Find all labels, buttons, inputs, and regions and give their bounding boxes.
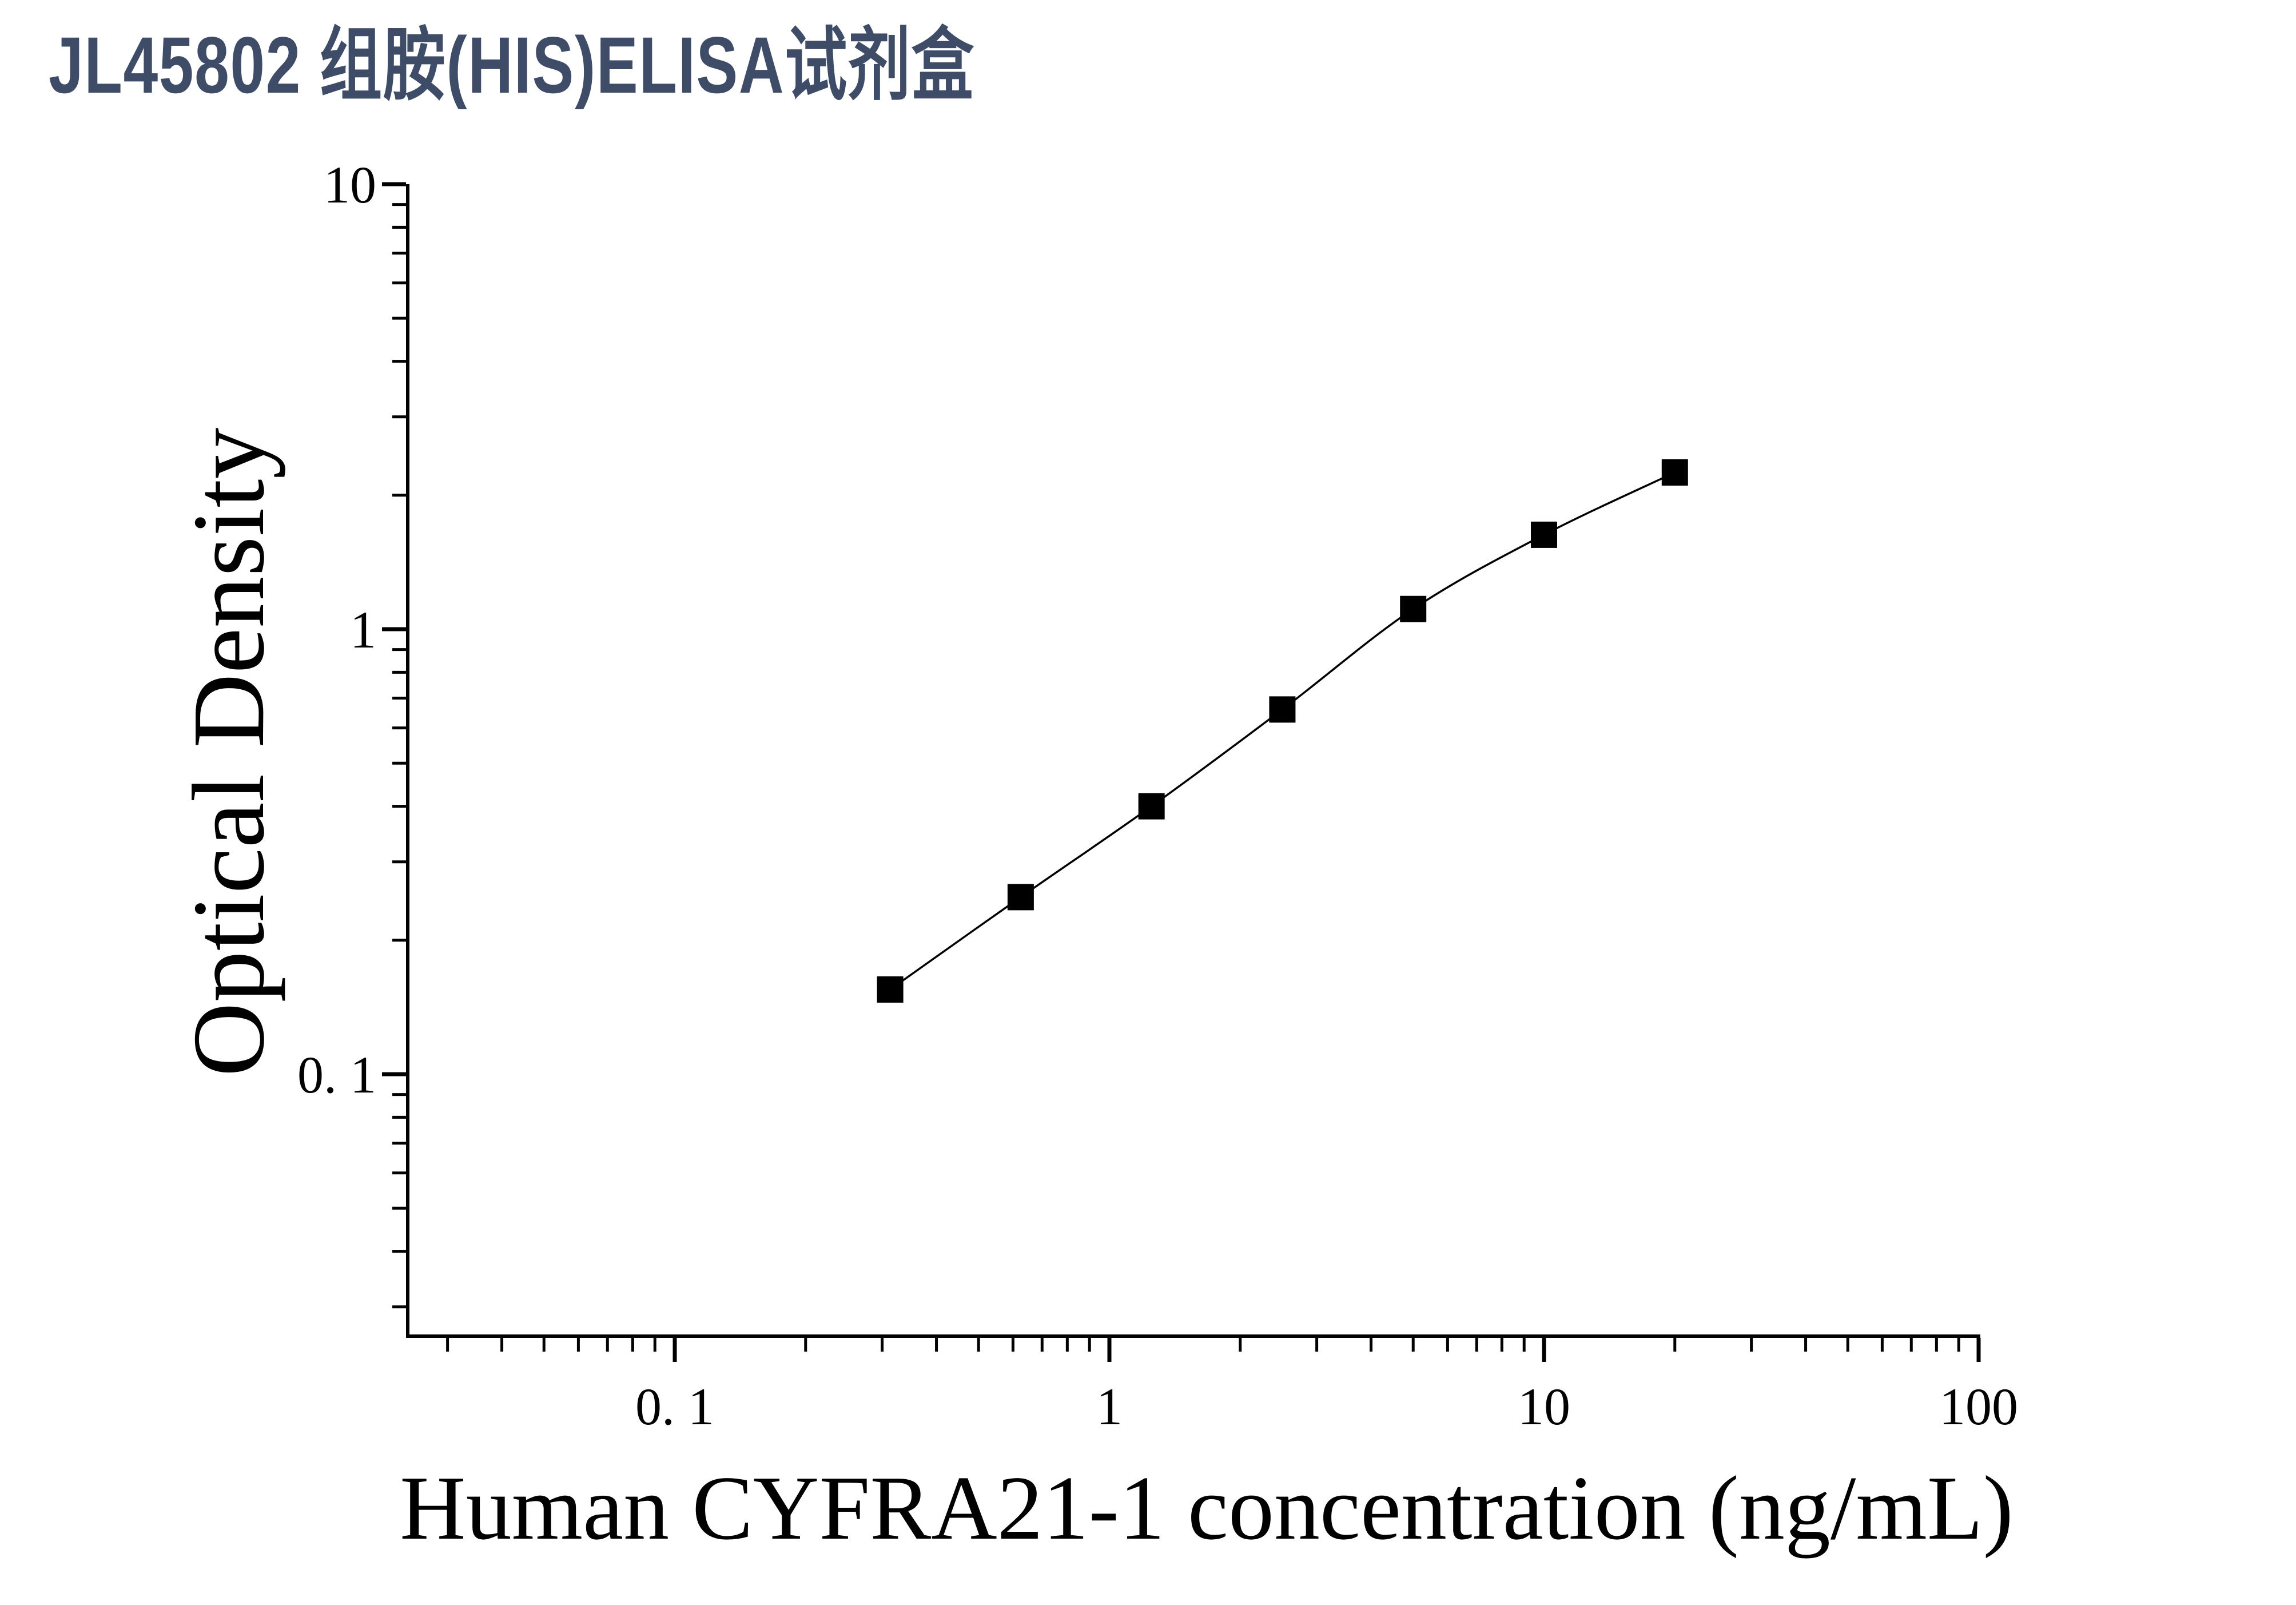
axis-ticks	[382, 182, 1981, 1362]
data-point-marker	[1138, 793, 1165, 820]
x-tick-label: 0. 1	[635, 1377, 714, 1436]
x-tick-label: 10	[1518, 1377, 1570, 1436]
data-point-marker	[1400, 595, 1427, 622]
standard-curve-line	[889, 471, 1676, 991]
data-point-marker	[1269, 696, 1296, 723]
y-tick-label: 1	[350, 601, 376, 659]
data-point-marker	[1531, 521, 1557, 548]
y-tick-label: 0. 1	[297, 1046, 376, 1104]
data-point-markers	[877, 459, 1688, 1003]
x-tick-label: 100	[1939, 1377, 2018, 1436]
x-tick-label: 1	[1096, 1377, 1123, 1436]
data-point-marker	[1007, 884, 1034, 911]
data-point-marker	[877, 976, 904, 1003]
y-tick-label: 10	[324, 156, 376, 214]
page-title: JL45802 组胺(HIS)ELISA试剂盒	[49, 20, 974, 110]
x-axis-label: Human CYFRA21-1 concentration (ng/mL)	[400, 1457, 2014, 1559]
axis-spines	[406, 184, 1980, 1338]
y-axis-label: Optical Density	[172, 428, 285, 1077]
data-point-marker	[1661, 459, 1688, 486]
axis-tick-labels: 0. 1 1 10 100 10 1 0. 1	[297, 156, 2018, 1436]
